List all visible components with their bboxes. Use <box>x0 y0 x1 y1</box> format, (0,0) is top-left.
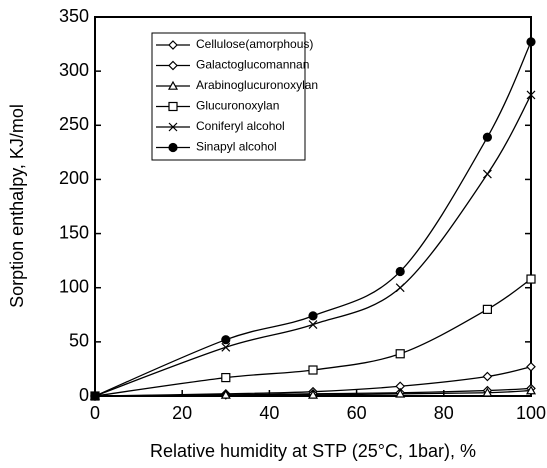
legend-label: Sinapyl alcohol <box>196 140 277 154</box>
y-tick-label: 0 <box>79 385 89 405</box>
x-tick-label: 80 <box>434 403 454 423</box>
marker <box>526 90 536 100</box>
y-tick-label: 100 <box>59 276 89 296</box>
marker <box>221 372 231 383</box>
marker <box>526 37 536 47</box>
marker <box>482 132 492 142</box>
legend-label: Arabinoglucuronoxylan <box>196 78 318 92</box>
legend-label: Cellulose(amorphous) <box>196 37 313 51</box>
marker <box>395 388 406 398</box>
series-line <box>94 278 532 397</box>
x-tick-label: 20 <box>172 403 192 423</box>
marker <box>308 365 318 375</box>
legend-label: Galactoglucomannan <box>196 58 309 72</box>
marker <box>307 389 319 399</box>
marker <box>168 101 178 112</box>
marker <box>482 371 493 382</box>
marker <box>482 169 492 179</box>
marker <box>90 391 100 401</box>
legend-box <box>151 32 306 161</box>
marker <box>526 274 536 284</box>
legend-label: Coniferyl alcohol <box>196 119 285 133</box>
x-tick-label: 0 <box>90 403 100 423</box>
x-axis-label: Relative humidity at STP (25°C, 1bar), % <box>150 441 476 461</box>
marker <box>395 283 405 293</box>
legend-label: Glucuronoxylan <box>196 99 279 113</box>
y-tick-label: 300 <box>59 60 89 80</box>
marker <box>525 385 537 395</box>
marker <box>167 80 179 90</box>
marker <box>221 342 231 352</box>
marker <box>308 320 318 329</box>
marker <box>526 361 536 372</box>
marker <box>168 60 178 71</box>
marker <box>220 389 231 399</box>
marker <box>168 122 178 132</box>
x-tick-label: 40 <box>259 403 279 423</box>
y-tick-label: 50 <box>69 331 89 351</box>
y-axis-label: Sorption enthalpy, KJ/mol <box>7 104 27 308</box>
y-tick-label: 250 <box>59 114 89 134</box>
marker <box>395 266 405 277</box>
x-tick-label: 60 <box>347 403 367 423</box>
marker <box>395 349 405 359</box>
y-tick-label: 350 <box>59 6 89 26</box>
series-line <box>94 41 532 397</box>
x-tick-label: 100 <box>516 403 546 423</box>
marker <box>168 40 178 50</box>
y-tick-label: 150 <box>59 222 89 242</box>
marker <box>308 311 318 321</box>
marker <box>482 304 492 314</box>
marker <box>482 387 493 397</box>
y-tick-label: 200 <box>59 168 89 188</box>
marker <box>168 142 178 153</box>
marker <box>221 335 231 345</box>
